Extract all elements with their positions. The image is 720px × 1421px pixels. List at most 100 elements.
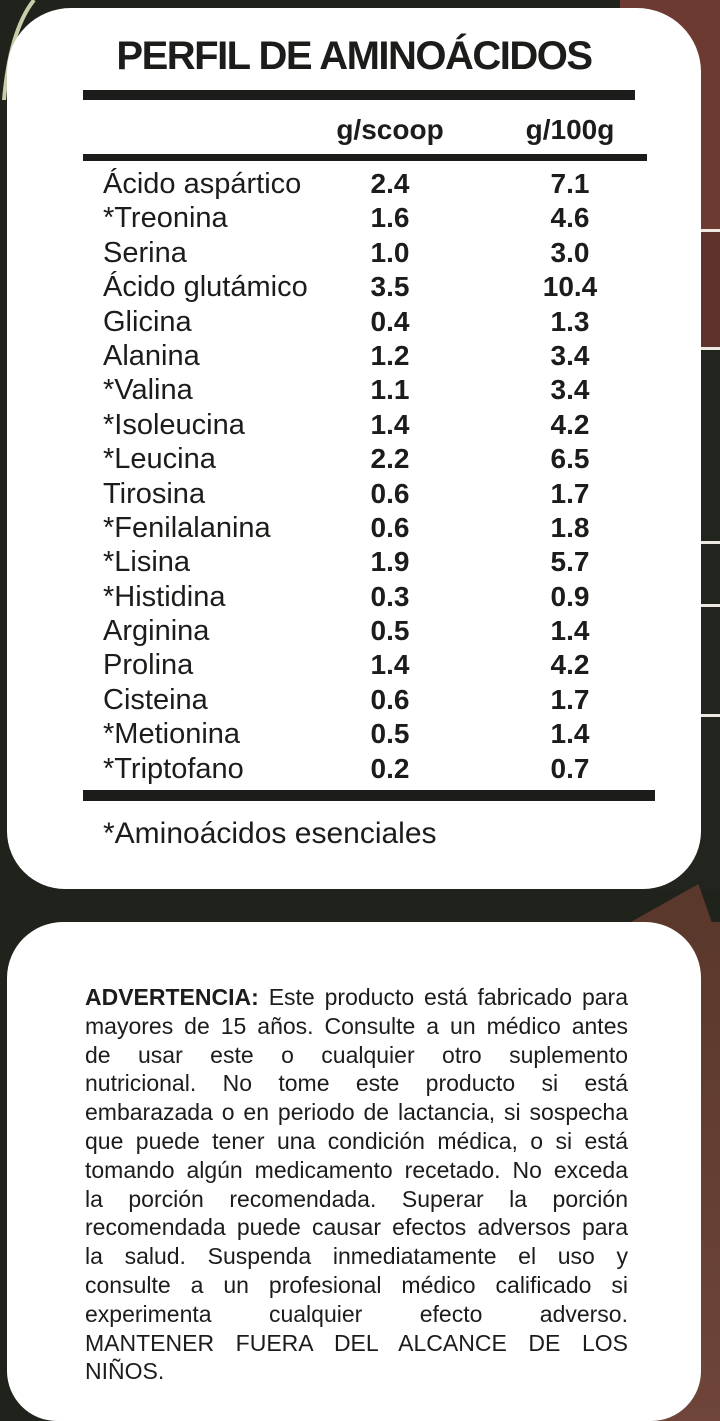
warning-card: ADVERTENCIA: Este producto está fabricad… (7, 922, 701, 1421)
amino-g100g-value: 4.6 (550, 202, 590, 234)
amino-name: *Histidina (103, 580, 226, 613)
amino-gscoop-value: 0.6 (370, 683, 410, 715)
amino-g100g-value: 0.7 (550, 752, 590, 784)
amino-g100g-value: 3.4 (550, 339, 590, 371)
amino-name: Tirosina (103, 477, 206, 510)
warning-text: embarazada o en periodo de lactancia, si… (85, 1099, 628, 1126)
warning-line: la salud. Suspenda inmediatamente el uso… (85, 1242, 628, 1271)
divider-thick (83, 90, 635, 100)
amino-name: Ácido glutámico (103, 271, 308, 304)
warning-line: de usar este o cualquier otro suplemento (85, 1041, 628, 1070)
amino-profile-title: PERFIL DE AMINOÁCIDOS (116, 34, 593, 78)
amino-gscoop-value: 0.5 (370, 718, 410, 750)
divider-thin (83, 154, 647, 161)
amino-name: *Isoleucina (103, 408, 245, 441)
amino-gscoop-value: 0.6 (370, 477, 410, 509)
amino-g100g-value: 1.3 (550, 305, 590, 337)
warning-line: recomendada puede causar efectos adverso… (85, 1213, 628, 1242)
amino-g100g-value: 4.2 (550, 649, 590, 681)
amino-name: Arginina (103, 615, 210, 648)
warning-line: nutricional. No tome este producto si es… (85, 1069, 628, 1098)
amino-g100g-value: 1.4 (550, 615, 590, 647)
amino-row: Serina 1.0 3.0 (83, 236, 655, 270)
amino-gscoop-value: 2.4 (370, 168, 410, 199)
warning-text: que puede tener una condición médica, o … (85, 1127, 628, 1154)
amino-g100g-value: 5.7 (550, 546, 590, 578)
warning-paragraph: ADVERTENCIA: Este producto está fabricad… (7, 922, 701, 1386)
warning-line: ADVERTENCIA: Este producto está fabricad… (85, 983, 628, 1012)
amino-g100g-value: 0.9 (550, 580, 590, 612)
warning-text: MANTENER FUERA DEL ALCANCE DE LOS (85, 1329, 628, 1356)
amino-row: *Valina 1.1 3.4 (83, 373, 655, 407)
warning-text: tomando algún medicamento recetado. No e… (85, 1156, 628, 1183)
amino-gscoop-value: 1.0 (370, 236, 410, 268)
amino-g100g-value: 10.4 (542, 271, 598, 303)
warning-line: experimenta cualquier efecto adverso. (85, 1300, 628, 1329)
amino-row: *Metionina 0.5 1.4 (83, 717, 655, 751)
amino-row: *Triptofano 0.2 0.7 (83, 752, 655, 786)
amino-gscoop-value: 2.2 (370, 443, 410, 475)
amino-g100g-value: 1.7 (550, 477, 590, 509)
amino-name: *Metionina (103, 718, 241, 751)
amino-name: *Leucina (103, 443, 216, 476)
amino-row: *Leucina 2.2 6.5 (83, 442, 655, 476)
warning-line: tomando algún medicamento recetado. No e… (85, 1156, 628, 1185)
warning-text: mayores de 15 años. Consulte a un médico… (85, 1012, 628, 1039)
warning-text: la porción recomendada. Superar la porci… (85, 1185, 628, 1212)
amino-name: Prolina (103, 649, 194, 682)
amino-row: Alanina 1.2 3.4 (83, 339, 655, 373)
warning-label: ADVERTENCIA: (85, 984, 259, 1010)
warning-line: NIÑOS. (85, 1357, 628, 1386)
amino-gscoop-value: 1.2 (370, 339, 410, 371)
amino-g100g-value: 3.4 (550, 374, 590, 406)
amino-g100g-value: 7.1 (550, 168, 590, 199)
amino-g100g-value: 1.8 (550, 511, 590, 543)
amino-row: *Histidina 0.3 0.9 (83, 580, 655, 614)
amino-table-header: g/scoop g/100g (83, 114, 655, 146)
warning-text: consulte a un profesional médico calific… (85, 1271, 628, 1298)
divider-thick (83, 790, 655, 802)
header-g-scoop: g/scoop (336, 114, 444, 145)
warning-line: embarazada o en periodo de lactancia, si… (85, 1098, 628, 1127)
warning-text: NIÑOS. (85, 1358, 165, 1385)
amino-row: *Treonina 1.6 4.6 (83, 201, 655, 235)
amino-gscoop-value: 0.4 (370, 305, 410, 337)
warning-line: la porción recomendada. Superar la porci… (85, 1185, 628, 1214)
amino-g100g-value: 6.5 (550, 443, 590, 475)
amino-gscoop-value: 0.5 (370, 615, 410, 647)
amino-name: Ácido aspártico (103, 168, 302, 200)
amino-gscoop-value: 1.9 (370, 546, 410, 578)
warning-text: la salud. Suspenda inmediatamente el uso… (85, 1243, 628, 1270)
amino-g100g-value: 3.0 (550, 236, 590, 268)
amino-table-body: Ácido aspártico 2.4 7.1 *Treonina 1.6 4.… (7, 167, 701, 786)
amino-name: Glicina (103, 305, 192, 338)
warning-text: nutricional. No tome este producto si es… (85, 1070, 628, 1097)
amino-gscoop-value: 1.6 (370, 202, 410, 234)
amino-row: Ácido glutámico 3.5 10.4 (83, 270, 655, 304)
amino-row: Cisteina 0.6 1.7 (83, 683, 655, 717)
amino-g100g-value: 1.7 (550, 683, 590, 715)
amino-gscoop-value: 0.2 (370, 752, 410, 784)
amino-name: *Valina (103, 374, 193, 407)
amino-row: *Lisina 1.9 5.7 (83, 545, 655, 579)
amino-gscoop-value: 0.6 (370, 511, 410, 543)
warning-text: experimenta cualquier efecto adverso. (85, 1300, 628, 1327)
amino-row: Prolina 1.4 4.2 (83, 648, 655, 682)
amino-name: *Lisina (103, 546, 191, 579)
essential-amino-footnote: *Aminoácidos esenciales (103, 817, 437, 851)
amino-gscoop-value: 1.1 (370, 374, 410, 406)
amino-name: Alanina (103, 339, 200, 372)
amino-g100g-value: 1.4 (550, 718, 590, 750)
amino-profile-card: PERFIL DE AMINOÁCIDOS g/scoop g/100g Áci… (7, 8, 701, 889)
warning-line: consulte a un profesional médico calific… (85, 1271, 628, 1300)
amino-row: *Isoleucina 1.4 4.2 (83, 408, 655, 442)
warning-line: que puede tener una condición médica, o … (85, 1127, 628, 1156)
warning-line: mayores de 15 años. Consulte a un médico… (85, 1012, 628, 1041)
amino-gscoop-value: 1.4 (370, 649, 410, 681)
amino-name: *Fenilalanina (103, 511, 271, 544)
amino-name: *Triptofano (103, 752, 244, 785)
amino-row: Glicina 0.4 1.3 (83, 305, 655, 339)
amino-row: Arginina 0.5 1.4 (83, 614, 655, 648)
amino-name: Serina (103, 236, 187, 269)
